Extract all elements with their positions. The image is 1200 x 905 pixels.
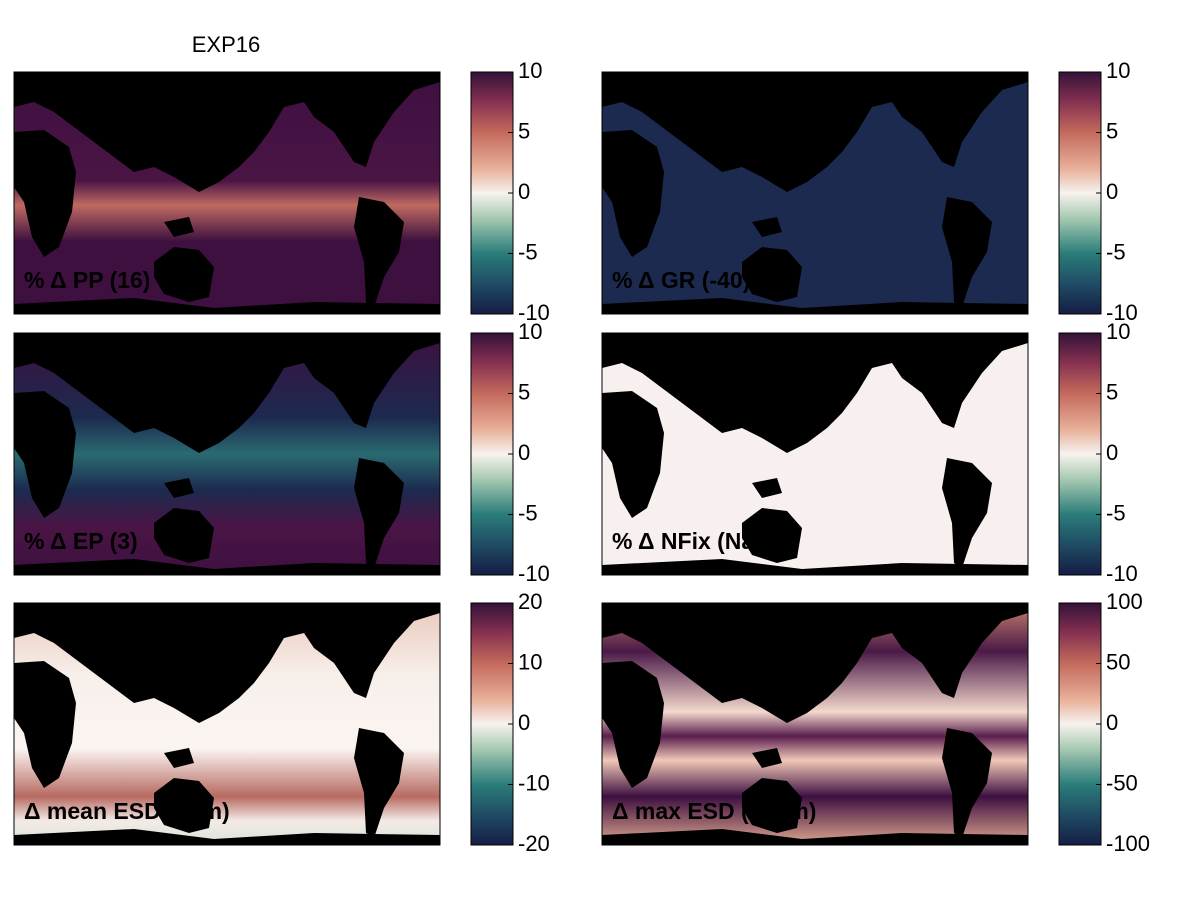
colorbar-tick-label: -10 xyxy=(518,300,550,325)
colorbar-tick-label: 0 xyxy=(1106,710,1118,735)
colorbar-tick-label: 5 xyxy=(518,379,530,404)
panel-label: Δ mean ESD (2um) xyxy=(24,798,230,824)
panel-label: Δ max ESD (47um) xyxy=(612,798,816,824)
colorbar-tick-label: 0 xyxy=(1106,440,1118,465)
colorbar-tick-label: 0 xyxy=(518,179,530,204)
map-frame xyxy=(601,71,1029,315)
colorbar-tick-label: 10 xyxy=(518,58,542,83)
colorbar-tick-label: 50 xyxy=(1106,649,1130,674)
colorbar xyxy=(1058,602,1102,846)
map-frame xyxy=(601,332,1029,576)
colorbar-tick-label: -50 xyxy=(1106,770,1138,795)
colorbar-tick-label: 10 xyxy=(518,649,542,674)
colorbar-tick-label: -5 xyxy=(1106,500,1126,525)
colorbar-tick-label: -100 xyxy=(1106,831,1150,856)
colorbar-tick-label: 10 xyxy=(1106,319,1130,344)
colorbar-tick-label: -10 xyxy=(518,561,550,586)
map-frame xyxy=(13,71,441,315)
colorbar-tick-label: 100 xyxy=(1106,589,1143,614)
map-frame xyxy=(13,602,441,846)
colorbar-tick-label: -10 xyxy=(1106,300,1138,325)
colorbar xyxy=(470,602,514,846)
colorbar xyxy=(1058,332,1102,576)
colorbar-tick-label: -5 xyxy=(1106,239,1126,264)
colorbar-tick-label: 5 xyxy=(1106,118,1118,143)
figure-title: EXP16 xyxy=(192,32,261,57)
colorbar-tick-label: 0 xyxy=(1106,179,1118,204)
colorbar-tick-label: 10 xyxy=(1106,58,1130,83)
colorbar-tick-label: -10 xyxy=(518,770,550,795)
panel-label: % Δ NFix (NaN) xyxy=(612,528,778,554)
panel-label: % Δ GR (-40) xyxy=(612,267,750,293)
colorbar-tick-label: 0 xyxy=(518,710,530,735)
panel: % Δ EP (3) -10 -5 0 5 10 xyxy=(13,319,550,586)
panel: Δ mean ESD (2um) -20 -10 0 10 20 xyxy=(13,589,550,856)
map-frame xyxy=(601,602,1029,846)
colorbar xyxy=(470,332,514,576)
panel: % Δ GR (-40) -10 -5 0 5 10 xyxy=(601,58,1138,325)
colorbar-tick-label: 5 xyxy=(1106,379,1118,404)
colorbar-tick-label: -10 xyxy=(1106,561,1138,586)
panel-label: % Δ PP (16) xyxy=(24,267,150,293)
colorbar-tick-label: 10 xyxy=(518,319,542,344)
colorbar-tick-label: 5 xyxy=(518,118,530,143)
colorbar-tick-label: -5 xyxy=(518,239,538,264)
colorbar-tick-label: 0 xyxy=(518,440,530,465)
colorbar xyxy=(1058,71,1102,315)
colorbar-tick-label: -5 xyxy=(518,500,538,525)
map-frame xyxy=(13,332,441,576)
colorbar-tick-label: -20 xyxy=(518,831,550,856)
panel: % Δ NFix (NaN) -10 -5 0 5 10 xyxy=(601,319,1138,586)
colorbar-tick-label: 20 xyxy=(518,589,542,614)
colorbar xyxy=(470,71,514,315)
panel-label: % Δ EP (3) xyxy=(24,528,138,554)
panel: % Δ PP (16) -10 -5 0 5 10 xyxy=(13,58,550,325)
panel: Δ max ESD (47um) -100 -50 0 50 100 xyxy=(601,589,1150,856)
